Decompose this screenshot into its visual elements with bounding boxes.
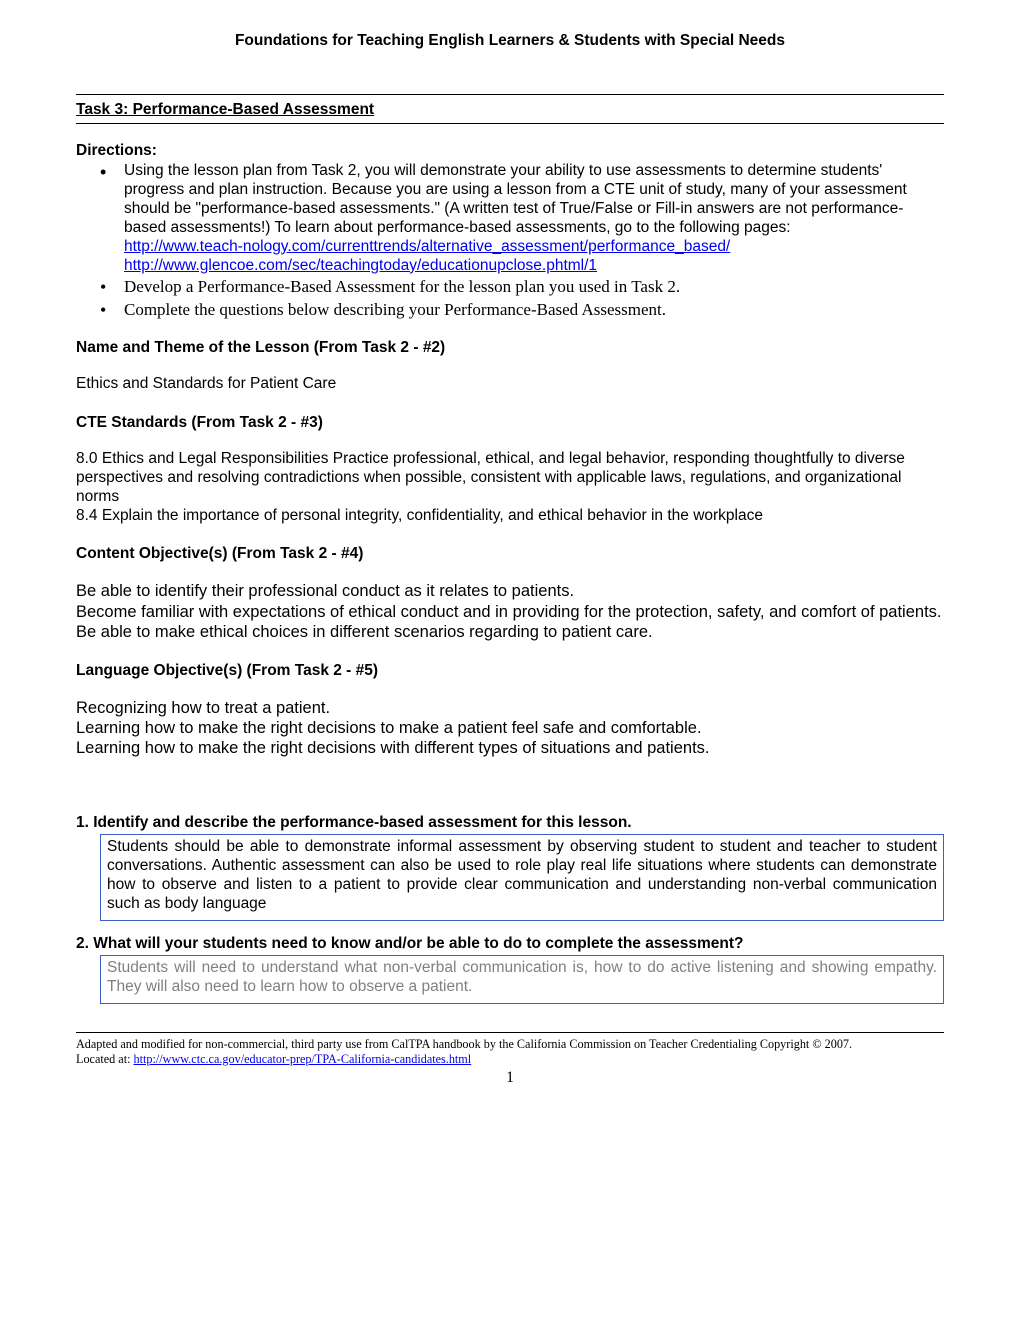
divider-mid bbox=[76, 123, 944, 124]
divider-bottom bbox=[76, 1032, 944, 1033]
directions-heading: Directions: bbox=[76, 142, 944, 160]
cte-line2: 8.4 Explain the importance of personal i… bbox=[76, 507, 763, 524]
lang-line3: Learning how to make the right decisions… bbox=[76, 739, 710, 757]
lang-line2: Learning how to make the right decisions… bbox=[76, 719, 702, 737]
lang-obj-heading: Language Objective(s) (From Task 2 - #5) bbox=[76, 662, 944, 680]
footer-line1: Adapted and modified for non-commercial,… bbox=[76, 1037, 852, 1051]
lang-obj-text: Recognizing how to treat a patient. Lear… bbox=[76, 698, 944, 758]
link-glencoe[interactable]: http://www.glencoe.com/sec/teachingtoday… bbox=[124, 257, 597, 274]
link-teachnology[interactable]: http://www.teach-nology.com/currenttrend… bbox=[124, 238, 730, 255]
cte-text: 8.0 Ethics and Legal Responsibilities Pr… bbox=[76, 450, 944, 526]
name-theme-heading: Name and Theme of the Lesson (From Task … bbox=[76, 339, 944, 357]
answer-box-2: Students will need to understand what no… bbox=[100, 955, 944, 1004]
footer-line2-prefix: Located at: bbox=[76, 1052, 134, 1066]
content-obj-heading: Content Objective(s) (From Task 2 - #4) bbox=[76, 545, 944, 563]
content-line1: Be able to identify their professional c… bbox=[76, 582, 574, 600]
cte-heading: CTE Standards (From Task 2 - #3) bbox=[76, 414, 944, 432]
name-theme-value: Ethics and Standards for Patient Care bbox=[76, 375, 944, 394]
footer-text: Adapted and modified for non-commercial,… bbox=[76, 1037, 944, 1068]
task-heading: Task 3: Performance-Based Assessment bbox=[76, 101, 944, 119]
answer-1-text: Students should be able to demonstrate i… bbox=[107, 838, 937, 912]
cte-line1: 8.0 Ethics and Legal Responsibilities Pr… bbox=[76, 450, 905, 505]
answer-box-1: Students should be able to demonstrate i… bbox=[100, 834, 944, 921]
content-line3: Be able to make ethical choices in diffe… bbox=[76, 623, 653, 641]
question-1-heading: 1. Identify and describe the performance… bbox=[76, 814, 944, 832]
lang-line1: Recognizing how to treat a patient. bbox=[76, 699, 330, 717]
content-obj-text: Be able to identify their professional c… bbox=[76, 581, 944, 641]
question-2-heading: 2. What will your students need to know … bbox=[76, 935, 944, 953]
document-title: Foundations for Teaching English Learner… bbox=[76, 32, 944, 50]
answer-2-text: Students will need to understand what no… bbox=[107, 959, 937, 995]
divider-top bbox=[76, 94, 944, 95]
list-item: Complete the questions below describing … bbox=[124, 300, 944, 321]
direction-text: Using the lesson plan from Task 2, you w… bbox=[124, 162, 907, 236]
list-item: Using the lesson plan from Task 2, you w… bbox=[124, 162, 944, 275]
list-item: Develop a Performance-Based Assessment f… bbox=[124, 277, 944, 298]
directions-list: Using the lesson plan from Task 2, you w… bbox=[76, 162, 944, 321]
content-line2: Become familiar with expectations of eth… bbox=[76, 603, 942, 621]
footer-link[interactable]: http://www.ctc.ca.gov/educator-prep/TPA-… bbox=[134, 1052, 472, 1066]
page-number: 1 bbox=[76, 1069, 944, 1087]
